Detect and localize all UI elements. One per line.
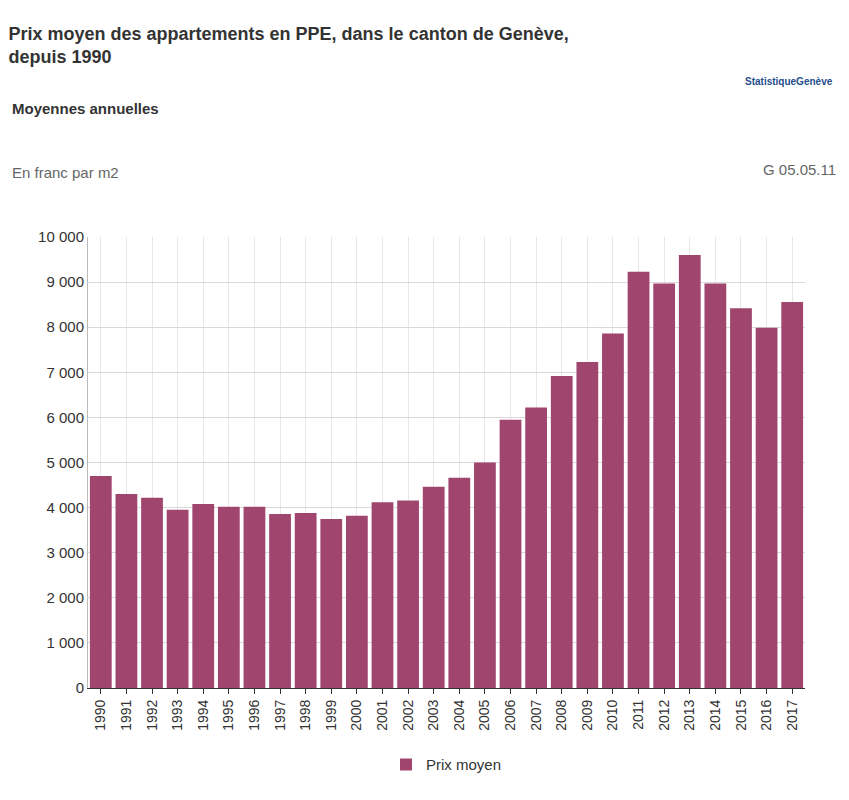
svg-text:2012: 2012 xyxy=(656,699,672,730)
svg-text:2 000: 2 000 xyxy=(46,589,84,606)
svg-text:2003: 2003 xyxy=(425,699,441,730)
svg-text:6 000: 6 000 xyxy=(46,409,84,426)
svg-text:1993: 1993 xyxy=(169,699,185,730)
svg-text:2017: 2017 xyxy=(784,699,800,730)
svg-text:1991: 1991 xyxy=(118,699,134,730)
svg-text:3 000: 3 000 xyxy=(46,544,84,561)
svg-text:2010: 2010 xyxy=(605,699,621,730)
svg-text:2004: 2004 xyxy=(451,699,467,730)
svg-text:8 000: 8 000 xyxy=(46,318,84,335)
svg-text:5 000: 5 000 xyxy=(46,454,84,471)
svg-text:2006: 2006 xyxy=(502,699,518,730)
svg-text:0: 0 xyxy=(76,679,84,696)
svg-text:Prix moyen des appartements en: Prix moyen des appartements en PPE, dans… xyxy=(8,24,568,67)
svg-text:7 000: 7 000 xyxy=(46,364,84,381)
svg-text:2016: 2016 xyxy=(758,699,774,730)
svg-text:1990: 1990 xyxy=(92,699,108,730)
svg-text:1999: 1999 xyxy=(323,699,339,730)
svg-text:Prix moyen: Prix moyen xyxy=(426,756,501,773)
svg-text:1995: 1995 xyxy=(220,699,236,730)
svg-text:1997: 1997 xyxy=(272,699,288,730)
svg-text:1992: 1992 xyxy=(144,699,160,730)
svg-text:9 000: 9 000 xyxy=(46,273,84,290)
svg-text:2001: 2001 xyxy=(374,699,390,730)
svg-text:2015: 2015 xyxy=(733,699,749,730)
svg-text:2000: 2000 xyxy=(348,699,364,730)
svg-text:2011: 2011 xyxy=(630,699,646,729)
svg-text:2013: 2013 xyxy=(681,699,697,730)
svg-text:2008: 2008 xyxy=(553,699,569,730)
svg-text:1 000: 1 000 xyxy=(46,634,84,651)
svg-text:1994: 1994 xyxy=(195,699,211,730)
svg-text:StatistiqueGenève: StatistiqueGenève xyxy=(745,76,833,87)
svg-text:4 000: 4 000 xyxy=(46,499,84,516)
svg-text:2002: 2002 xyxy=(400,699,416,730)
svg-text:2009: 2009 xyxy=(579,699,595,730)
svg-text:2007: 2007 xyxy=(528,699,544,730)
svg-text:Moyennes annuelles: Moyennes annuelles xyxy=(12,100,159,117)
svg-text:2014: 2014 xyxy=(707,699,723,730)
svg-text:10 000: 10 000 xyxy=(38,228,84,245)
svg-text:En franc par m2: En franc par m2 xyxy=(12,164,119,181)
svg-text:G 05.05.11: G 05.05.11 xyxy=(763,161,836,178)
svg-text:1996: 1996 xyxy=(246,699,262,730)
svg-text:1998: 1998 xyxy=(297,699,313,730)
svg-text:2005: 2005 xyxy=(476,699,492,730)
